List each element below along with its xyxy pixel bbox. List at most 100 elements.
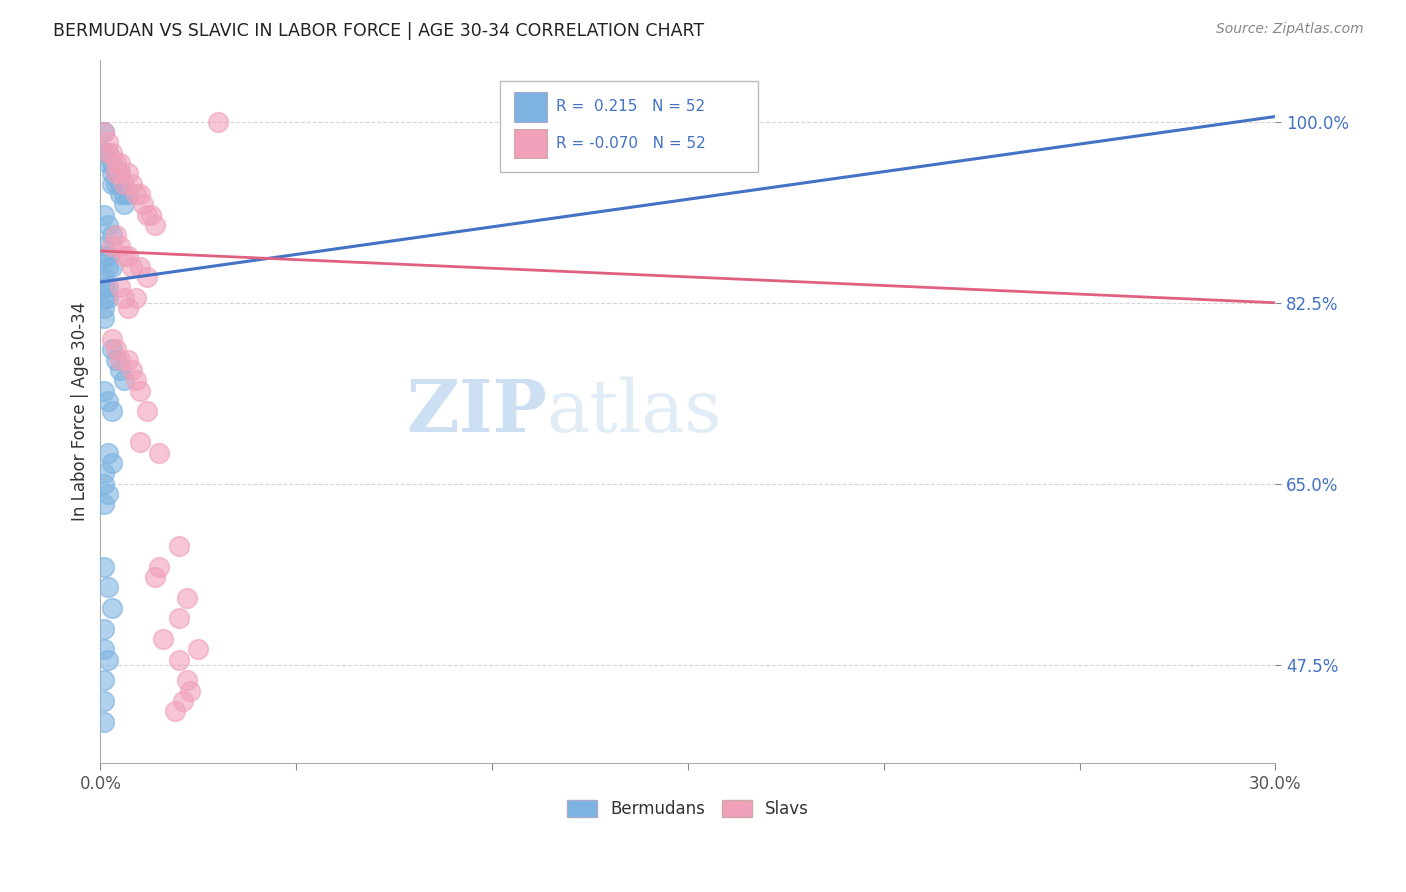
Point [93,145,115,160]
Point [143,570,166,584]
Point [101,601,124,615]
Point [97,291,120,305]
Point [101,239,124,253]
Point [93,384,115,398]
Point [136,208,159,222]
FancyBboxPatch shape [515,128,547,158]
Point [108,166,131,180]
Point [112,197,135,211]
Point [117,249,139,263]
Point [101,177,124,191]
Text: BERMUDAN VS SLAVIC IN LABOR FORCE | AGE 30-34 CORRELATION CHART: BERMUDAN VS SLAVIC IN LABOR FORCE | AGE … [53,22,704,40]
Point [93,467,115,481]
Point [93,642,115,657]
Point [97,260,120,274]
Point [101,260,124,274]
Point [112,249,135,263]
Point [97,446,120,460]
Point [128,435,150,450]
Point [101,166,124,180]
Point [108,156,131,170]
Point [105,166,128,180]
Point [105,343,128,357]
Point [97,249,120,263]
Point [167,653,190,667]
Point [124,187,146,202]
Point [101,145,124,160]
Point [105,352,128,367]
Point [93,498,115,512]
Point [93,311,115,326]
Point [101,156,124,170]
Point [117,352,139,367]
Point [117,187,139,202]
Point [207,114,229,128]
Point [97,136,120,150]
Point [97,580,120,594]
Point [93,694,115,708]
Point [128,187,150,202]
Point [93,239,115,253]
Text: R = -0.070   N = 52: R = -0.070 N = 52 [557,136,706,151]
Point [97,145,120,160]
Point [101,332,124,346]
Point [172,694,194,708]
Text: ZIP: ZIP [406,376,547,447]
Point [108,166,131,180]
Point [105,177,128,191]
Point [117,166,139,180]
Point [108,177,131,191]
Point [121,177,143,191]
FancyBboxPatch shape [515,92,547,121]
Point [93,673,115,688]
Point [93,125,115,139]
Point [101,404,124,418]
Point [93,301,115,315]
Point [108,352,131,367]
Point [101,456,124,470]
Point [97,156,120,170]
Point [97,487,120,501]
Point [148,446,170,460]
Point [121,363,143,377]
Point [93,291,115,305]
Text: R =  0.215   N = 52: R = 0.215 N = 52 [557,99,706,114]
Point [108,187,131,202]
Text: atlas: atlas [547,376,723,447]
Point [101,228,124,243]
Point [93,622,115,636]
Point [108,239,131,253]
Point [108,280,131,294]
Point [93,280,115,294]
Point [97,280,120,294]
Point [97,145,120,160]
Point [124,373,146,387]
Point [105,156,128,170]
Point [108,363,131,377]
Point [136,269,159,284]
Point [105,228,128,243]
Y-axis label: In Labor Force | Age 30-34: In Labor Force | Age 30-34 [72,301,89,521]
Point [97,653,120,667]
Point [97,218,120,232]
Point [112,177,135,191]
Point [121,260,143,274]
Point [148,559,170,574]
FancyBboxPatch shape [501,80,758,172]
Text: Source: ZipAtlas.com: Source: ZipAtlas.com [1216,22,1364,37]
Point [179,683,201,698]
Point [93,476,115,491]
Point [93,714,115,729]
Point [176,673,198,688]
Point [143,218,166,232]
Point [176,591,198,605]
Point [124,291,146,305]
Point [97,394,120,409]
Point [93,208,115,222]
Point [163,705,186,719]
Point [112,373,135,387]
Point [128,384,150,398]
Point [132,197,155,211]
Point [167,611,190,625]
Point [93,559,115,574]
